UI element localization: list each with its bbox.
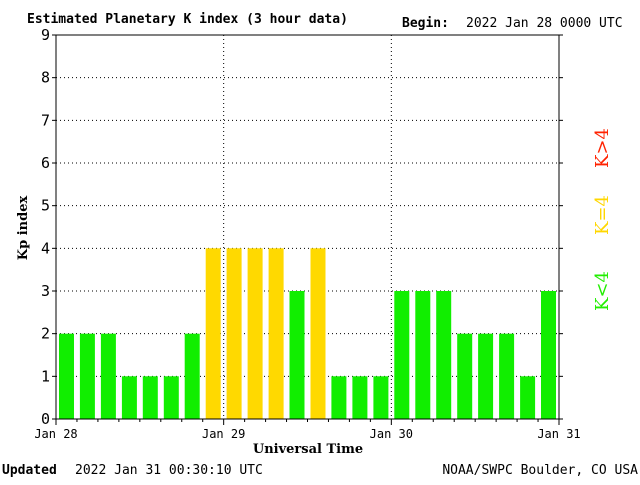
y-tick-label-8: 8 <box>41 69 50 87</box>
bar-14 <box>352 376 368 419</box>
bar-19 <box>457 333 473 419</box>
legend-k-equals-4: K=4 <box>592 195 613 235</box>
source-credit: NOAA/SWPC Boulder, CO USA <box>442 463 638 478</box>
y-tick-label-0: 0 <box>41 410 50 428</box>
y-tick-label-6: 6 <box>41 154 50 172</box>
bar-4 <box>142 376 158 419</box>
bar-5 <box>163 376 179 419</box>
y-axis-title: Kp index <box>16 196 31 261</box>
begin-label: Begin: <box>402 16 449 31</box>
axes <box>52 34 563 425</box>
y-tick-label-2: 2 <box>41 325 50 343</box>
updated-value: 2022 Jan 31 00:30:10 UTC <box>75 463 263 478</box>
y-tick-label-9: 9 <box>41 26 50 44</box>
x-axis-title: Universal Time <box>253 442 363 457</box>
bar-8 <box>226 248 242 419</box>
bar-7 <box>205 248 221 419</box>
chart-title: Estimated Planetary K index (3 hour data… <box>27 12 348 27</box>
bar-17 <box>415 291 431 419</box>
y-tick-label-4: 4 <box>41 239 50 257</box>
x-tick-label-2: Jan 30 <box>370 427 413 441</box>
legend-k-less-4: K<4 <box>592 271 613 311</box>
bar-3 <box>121 376 137 419</box>
y-tick-label-1: 1 <box>41 367 50 385</box>
bar-13 <box>331 376 347 419</box>
x-tick-label-1: Jan 29 <box>202 427 245 441</box>
bar-18 <box>436 291 452 419</box>
legend-k-greater-4: K>4 <box>592 128 613 168</box>
bar-15 <box>373 376 389 419</box>
bar-22 <box>520 376 536 419</box>
x-tick-label-3: Jan 31 <box>537 427 580 441</box>
y-tick-label-5: 5 <box>41 197 50 215</box>
bar-1 <box>79 333 95 419</box>
y-tick-label-3: 3 <box>41 282 50 300</box>
bar-11 <box>289 291 305 419</box>
bar-23 <box>541 291 556 419</box>
bar-16 <box>394 291 410 419</box>
bar-20 <box>478 333 494 419</box>
x-tick-label-0: Jan 28 <box>34 427 77 441</box>
bar-21 <box>499 333 515 419</box>
bar-2 <box>100 333 116 419</box>
bar-12 <box>310 248 326 419</box>
begin-value: 2022 Jan 28 0000 UTC <box>466 16 623 31</box>
updated-label: Updated <box>2 463 57 478</box>
bar-10 <box>268 248 284 419</box>
bar-0 <box>59 333 74 419</box>
grid-lines <box>56 34 559 419</box>
y-tick-labels: 0 1 2 3 4 5 6 7 8 9 <box>41 26 50 428</box>
bars <box>59 248 556 419</box>
bar-6 <box>184 333 200 419</box>
x-tick-labels: Jan 28 Jan 29 Jan 30 Jan 31 <box>34 427 580 441</box>
bar-9 <box>247 248 263 419</box>
y-tick-label-7: 7 <box>41 111 50 129</box>
